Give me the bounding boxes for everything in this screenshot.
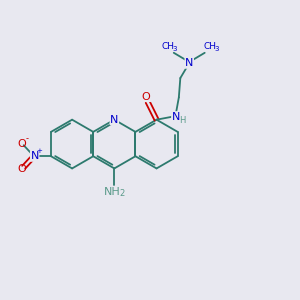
Text: -: - xyxy=(26,134,29,143)
Text: +: + xyxy=(36,148,42,154)
Text: N: N xyxy=(110,115,118,125)
Text: O: O xyxy=(18,139,27,149)
Text: N: N xyxy=(172,112,180,122)
Text: NH: NH xyxy=(103,187,120,196)
Text: 3: 3 xyxy=(214,46,219,52)
Text: O: O xyxy=(18,164,27,174)
Text: O: O xyxy=(142,92,151,101)
Text: 2: 2 xyxy=(119,190,124,199)
Text: N: N xyxy=(185,58,194,68)
Text: N: N xyxy=(31,151,39,161)
Text: CH: CH xyxy=(203,42,217,51)
Text: H: H xyxy=(179,116,186,125)
Text: CH: CH xyxy=(161,42,174,51)
Text: 3: 3 xyxy=(172,46,177,52)
